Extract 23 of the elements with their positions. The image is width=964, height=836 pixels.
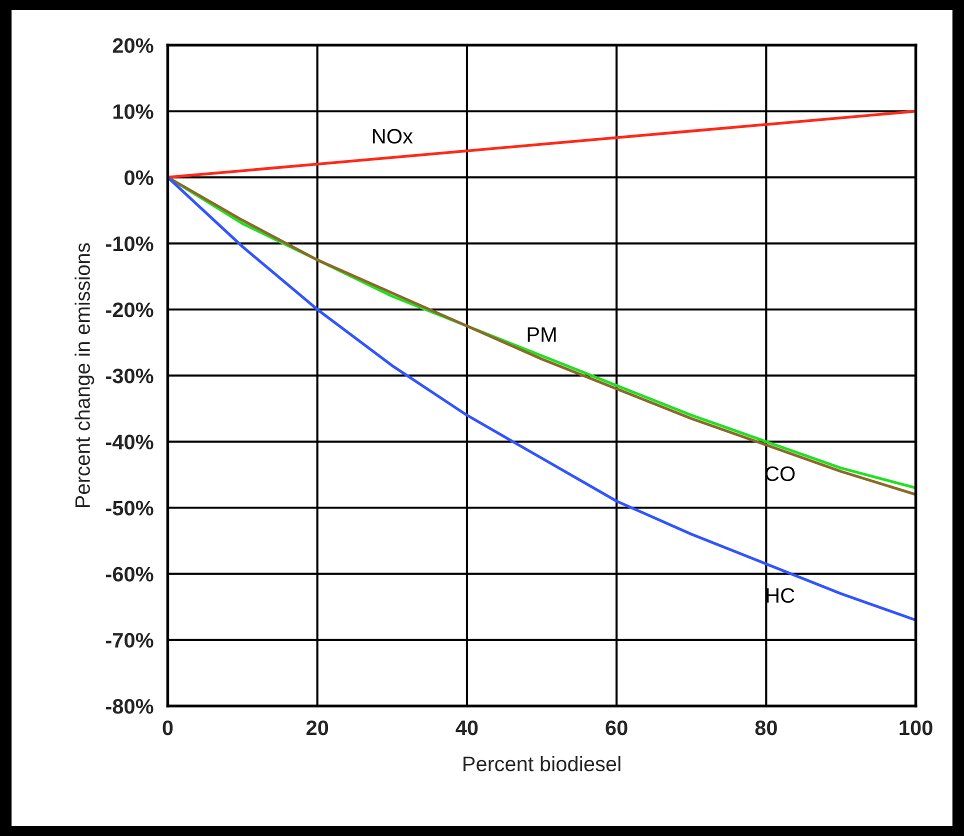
y-tick-label: 10% bbox=[113, 104, 154, 119]
y-tick-label: -50% bbox=[106, 500, 154, 516]
y-tick-label: -70% bbox=[106, 632, 154, 648]
y-tick-label: -80% bbox=[106, 699, 154, 714]
series-label: PM bbox=[528, 327, 556, 342]
y-tick-label: 20% bbox=[112, 38, 154, 53]
line-series bbox=[168, 110, 916, 179]
y-tick-label: 0% bbox=[124, 170, 154, 186]
y-tick-label: -20% bbox=[106, 302, 154, 318]
x-axis-title: Percent biodiesel bbox=[464, 756, 620, 772]
y-tick-label: -30% bbox=[106, 368, 154, 384]
x-tick-label: 20 bbox=[306, 720, 328, 736]
x-tick-label: 100 bbox=[900, 720, 932, 736]
x-tick-label: 60 bbox=[606, 720, 628, 736]
y-tick-label: -60% bbox=[106, 566, 154, 582]
y-tick-label: -40% bbox=[106, 434, 154, 450]
y-axis-title: Percent change in emissions bbox=[74, 243, 94, 508]
x-tick-label: 80 bbox=[755, 720, 777, 736]
series-label: NOx bbox=[373, 128, 413, 144]
y-tick-label: -10% bbox=[106, 236, 154, 252]
line-series bbox=[168, 176, 916, 622]
x-tick-label: 40 bbox=[456, 720, 478, 736]
x-tick-label: 0 bbox=[162, 720, 173, 736]
